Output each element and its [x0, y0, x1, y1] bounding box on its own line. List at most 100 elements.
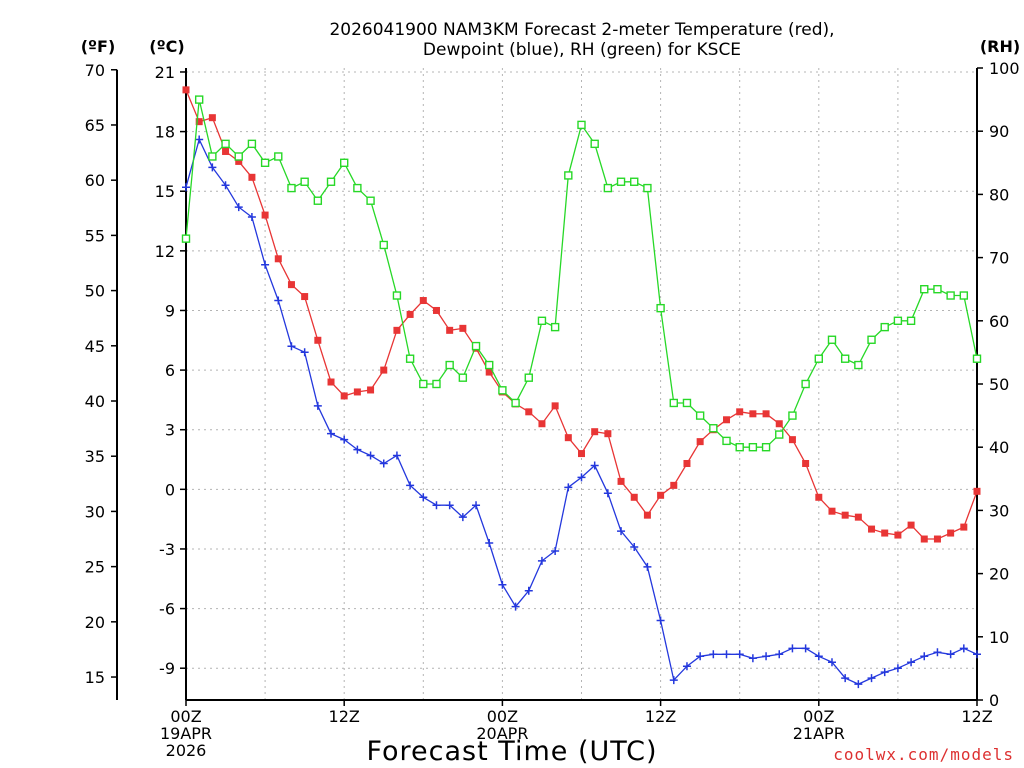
data-point-dewpoint	[313, 401, 322, 410]
fahrenheit-tick-label: 45	[85, 337, 105, 356]
series-rh	[181, 95, 982, 452]
data-point-dewpoint	[959, 644, 968, 653]
celsius-tick-label: 0	[165, 480, 175, 499]
data-point-rh	[867, 335, 876, 344]
data-point-rh	[405, 354, 415, 363]
data-point-rh	[880, 322, 889, 332]
data-point-temperature	[775, 420, 783, 428]
x-tick-label: 12Z	[961, 707, 992, 726]
data-point-dewpoint	[287, 342, 296, 351]
celsius-unit-label: (ºC)	[149, 37, 184, 56]
x-tick-label: 00Z	[170, 707, 201, 726]
data-point-rh	[194, 95, 204, 104]
x-tick-label: 21APR	[793, 724, 845, 743]
data-point-temperature	[182, 86, 190, 94]
data-point-dewpoint	[617, 527, 626, 536]
data-point-rh	[247, 139, 257, 149]
data-point-dewpoint	[696, 652, 705, 661]
fahrenheit-unit-label: (ºF)	[81, 37, 116, 56]
data-point-temperature	[446, 326, 454, 334]
data-point-rh	[814, 354, 823, 363]
data-point-dewpoint	[524, 586, 533, 595]
celsius-tick-label: 18	[155, 123, 175, 142]
fahrenheit-tick-label: 50	[85, 282, 105, 301]
data-point-rh	[630, 177, 639, 186]
data-point-rh	[485, 360, 494, 370]
data-point-temperature	[208, 114, 216, 122]
data-point-temperature	[578, 450, 585, 458]
data-point-dewpoint	[432, 501, 441, 510]
data-point-dewpoint	[247, 213, 256, 222]
data-point-dewpoint	[498, 580, 507, 589]
data-point-dewpoint	[208, 163, 217, 172]
data-point-dewpoint	[801, 644, 810, 653]
data-point-dewpoint	[327, 429, 336, 438]
celsius-tick-label: -3	[159, 540, 175, 559]
fahrenheit-tick-label: 15	[85, 668, 105, 687]
data-point-temperature	[762, 410, 770, 418]
data-point-temperature	[881, 529, 889, 537]
x-tick-label: 00Z	[803, 707, 834, 726]
series-layer	[181, 86, 982, 689]
celsius-tick-label: 21	[155, 63, 175, 82]
data-point-temperature	[841, 511, 849, 519]
data-point-dewpoint	[933, 648, 942, 657]
data-point-rh	[854, 360, 863, 370]
data-point-rh	[748, 443, 758, 452]
x-tick-label: 20APR	[476, 724, 528, 743]
fahrenheit-tick-label: 35	[85, 447, 105, 466]
data-point-dewpoint	[379, 459, 388, 468]
data-point-temperature	[564, 434, 572, 442]
data-point-temperature	[591, 428, 599, 436]
fahrenheit-tick-label: 25	[85, 558, 105, 577]
data-point-temperature	[406, 310, 414, 318]
data-point-temperature	[973, 487, 981, 495]
data-point-temperature	[314, 336, 322, 344]
data-point-dewpoint	[603, 489, 612, 498]
data-point-dewpoint	[880, 668, 889, 677]
data-point-rh	[458, 373, 468, 382]
data-point-dewpoint	[669, 676, 678, 685]
data-point-dewpoint	[195, 135, 204, 144]
data-point-dewpoint	[445, 501, 454, 510]
fahrenheit-tick-label: 70	[85, 61, 105, 80]
data-point-dewpoint	[564, 483, 573, 492]
celsius-tick-label: 6	[165, 361, 175, 380]
data-point-dewpoint	[735, 650, 744, 659]
data-point-rh	[379, 240, 388, 250]
data-point-dewpoint	[472, 501, 481, 510]
data-point-rh	[524, 373, 533, 382]
fahrenheit-tick-label: 40	[85, 392, 105, 411]
data-point-rh	[181, 234, 191, 243]
data-point-temperature	[643, 511, 651, 519]
data-point-dewpoint	[748, 654, 757, 663]
data-point-temperature	[419, 297, 427, 305]
data-point-dewpoint	[419, 493, 428, 502]
data-point-rh	[471, 341, 481, 351]
data-point-temperature	[749, 410, 757, 418]
data-point-dewpoint	[854, 680, 863, 689]
data-point-temperature	[802, 459, 810, 467]
rh-tick-label: 60	[989, 312, 1009, 331]
gridlines	[186, 68, 977, 700]
data-point-rh	[695, 411, 705, 420]
data-point-temperature	[815, 493, 823, 501]
celsius-tick-label: 9	[165, 301, 175, 320]
data-point-dewpoint	[577, 473, 586, 482]
chart-title-line1: 2026041900 NAM3KM Forecast 2-meter Tempe…	[329, 20, 834, 40]
data-point-dewpoint	[234, 203, 243, 212]
data-point-temperature	[854, 513, 862, 521]
data-point-temperature	[222, 147, 230, 155]
data-point-temperature	[907, 521, 915, 529]
data-point-temperature	[485, 368, 493, 376]
rh-tick-label: 0	[989, 691, 999, 710]
data-point-temperature	[274, 255, 282, 263]
data-point-temperature	[340, 392, 348, 400]
data-point-rh	[906, 316, 916, 325]
data-point-temperature	[788, 436, 796, 444]
data-point-dewpoint	[788, 644, 797, 653]
data-point-temperature	[538, 420, 546, 428]
x-axis-title: Forecast Time (UTC)	[366, 736, 657, 767]
data-point-dewpoint	[406, 481, 415, 490]
